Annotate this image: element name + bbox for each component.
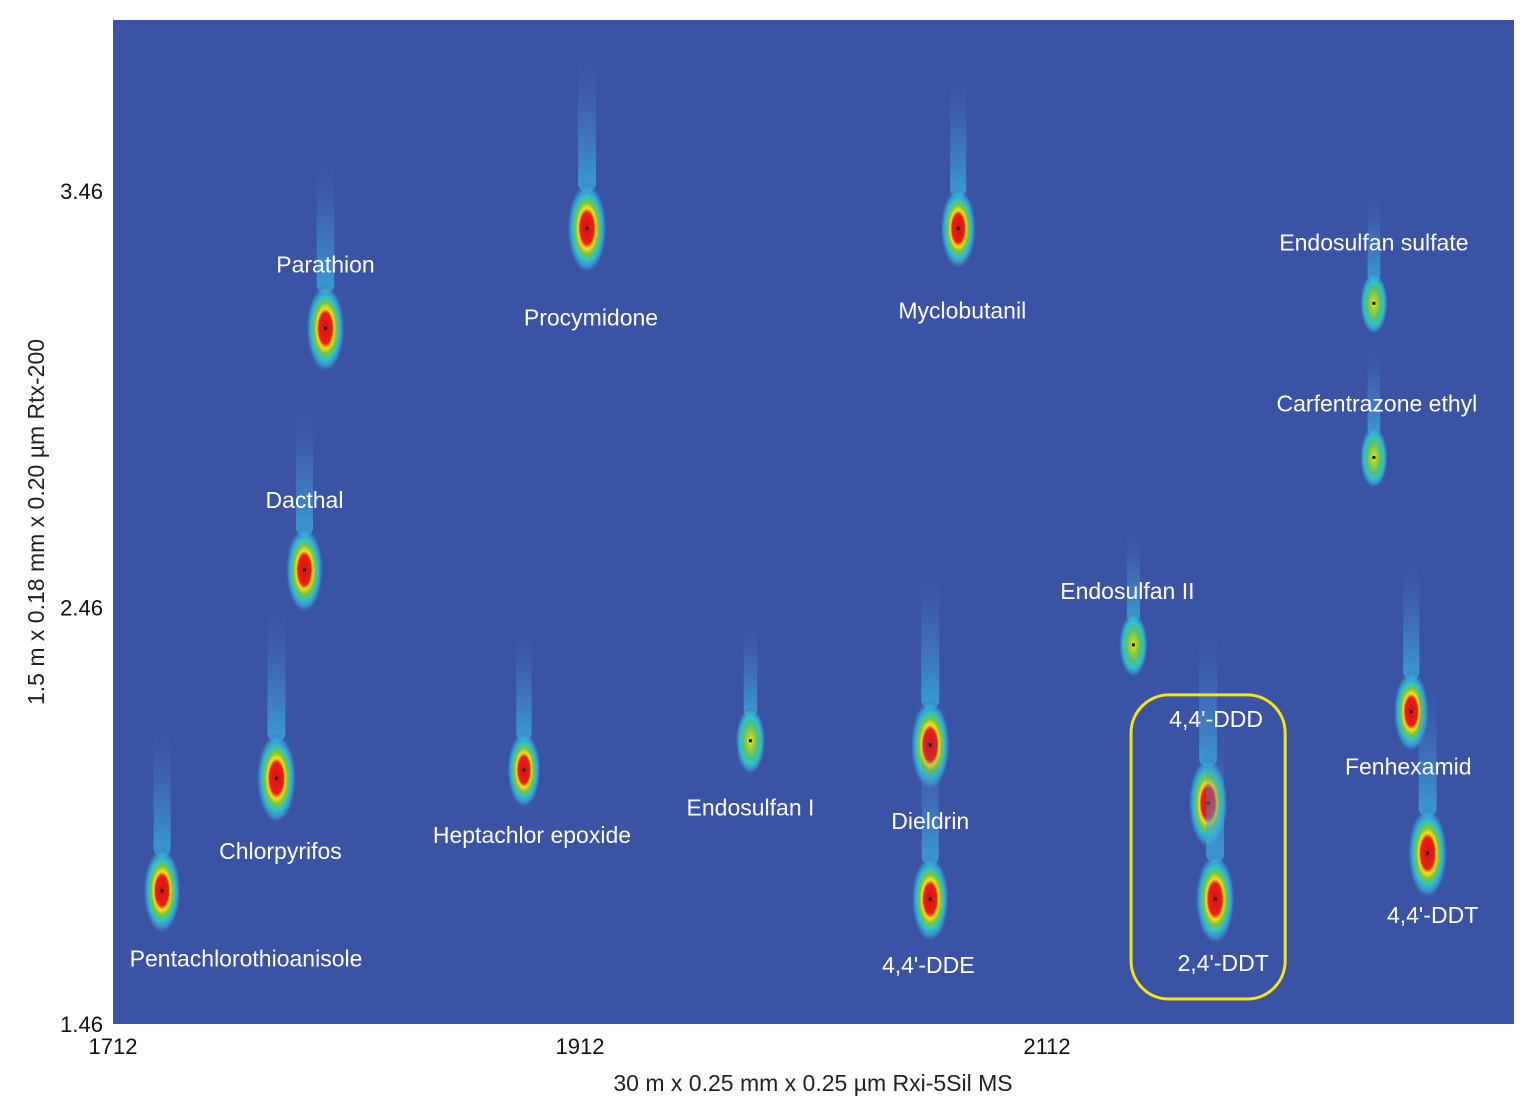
peak-apex-marker bbox=[302, 568, 306, 572]
peak-myclobutanil bbox=[940, 65, 977, 270]
peak-heptachlor-epoxide bbox=[506, 618, 541, 809]
peak-4-4-ddt bbox=[1407, 667, 1448, 900]
peak-apex-marker bbox=[748, 739, 752, 743]
peak-carfentrazone-ethyl bbox=[1359, 339, 1388, 490]
peak-label-endosulfan-ii: Endosulfan II bbox=[1060, 578, 1194, 604]
x-tick-label: 2112 bbox=[1023, 1034, 1070, 1059]
peak-endosulfan-i bbox=[735, 611, 766, 775]
peak-label-carfentrazone-ethyl: Carfentrazone ethyl bbox=[1277, 390, 1478, 416]
peak-tail bbox=[1367, 339, 1381, 436]
peak-chlorpyrifos bbox=[256, 592, 297, 825]
peak-apex-marker bbox=[1213, 897, 1217, 901]
peak-2-4-ddt bbox=[1195, 713, 1236, 946]
peak-label-fenhexamid: Fenhexamid bbox=[1345, 754, 1472, 780]
peak-apex-marker bbox=[160, 889, 164, 893]
peak-label-dacthal: Dacthal bbox=[265, 487, 343, 513]
peak-tail bbox=[153, 716, 171, 858]
peak-apex-marker bbox=[323, 326, 327, 330]
x-axis-label: 30 m x 0.25 mm x 0.25 µm Rxi-5Sil MS bbox=[613, 1070, 1012, 1096]
peak-label-parathion: Parathion bbox=[276, 251, 374, 277]
y-tick-label: 2.46 bbox=[60, 595, 103, 620]
y-tick-label: 3.46 bbox=[60, 179, 103, 204]
peak-tail bbox=[950, 65, 967, 198]
peak-tail bbox=[1403, 548, 1420, 681]
peak-4-4-dde bbox=[911, 724, 950, 943]
peak-dacthal bbox=[285, 395, 324, 614]
peak-tail bbox=[267, 592, 286, 743]
peak-tail bbox=[516, 618, 532, 742]
peak-pentachlorothioanisole bbox=[143, 716, 182, 935]
y-axis-label: 1.5 m x 0.18 mm x 0.20 µm Rtx-200 bbox=[23, 339, 49, 705]
peak-parathion bbox=[305, 147, 345, 374]
peak-label-myclobutanil: Myclobutanil bbox=[898, 297, 1026, 323]
peak-label-4-4-ddt: 4,4'-DDT bbox=[1387, 902, 1478, 928]
peak-tail bbox=[1367, 185, 1381, 282]
peak-endosulfan-ii bbox=[1118, 521, 1148, 678]
x-tick-label: 1712 bbox=[89, 1034, 138, 1059]
y-tick-label: 1.46 bbox=[60, 1012, 103, 1037]
peak-label-chlorpyrifos: Chlorpyrifos bbox=[219, 838, 342, 864]
peak-label-endosulfan-sulfate: Endosulfan sulfate bbox=[1279, 229, 1468, 255]
peak-label-4-4-dde: 4,4'-DDE bbox=[882, 952, 975, 978]
peak-label-2-4-ddt: 2,4'-DDT bbox=[1177, 950, 1268, 976]
peak-apex-marker bbox=[274, 776, 278, 780]
peak-label-endosulfan-i: Endosulfan I bbox=[687, 795, 815, 821]
peak-endosulfan-sulfate bbox=[1359, 185, 1388, 335]
peak-tail bbox=[1418, 667, 1437, 818]
peak-apex-marker bbox=[928, 897, 932, 901]
peak-label-4-4-ddd: 4,4'-DDD bbox=[1169, 706, 1263, 732]
peak-tail bbox=[743, 611, 758, 717]
peak-apex-marker bbox=[956, 226, 960, 230]
x-tick-label: 1912 bbox=[556, 1034, 605, 1059]
peak-label-procymidone: Procymidone bbox=[524, 304, 658, 330]
peak-tail bbox=[316, 147, 335, 294]
peak-apex-marker bbox=[1131, 643, 1135, 647]
peak-tail bbox=[578, 42, 597, 193]
peak-procymidone bbox=[567, 42, 608, 275]
peak-apex-marker bbox=[522, 768, 526, 772]
peak-apex-marker bbox=[1372, 455, 1376, 459]
peak-apex-marker bbox=[1372, 301, 1376, 305]
peak-apex-marker bbox=[585, 226, 589, 230]
peak-apex-marker bbox=[1426, 851, 1430, 855]
peak-tail bbox=[921, 724, 939, 866]
peak-tail bbox=[1206, 713, 1225, 864]
highlight-box bbox=[1129, 693, 1287, 1001]
peak-tail bbox=[921, 558, 940, 709]
peak-label-pentachlorothioanisole: Pentachlorothioanisole bbox=[130, 946, 363, 972]
plot-area bbox=[113, 20, 1514, 1024]
peak-label-heptachlor-epoxide: Heptachlor epoxide bbox=[433, 822, 631, 848]
peak-tail bbox=[295, 395, 314, 537]
peak-apex-marker bbox=[1409, 710, 1413, 714]
peak-label-dieldrin: Dieldrin bbox=[891, 808, 969, 834]
peak-tail bbox=[1126, 521, 1140, 623]
